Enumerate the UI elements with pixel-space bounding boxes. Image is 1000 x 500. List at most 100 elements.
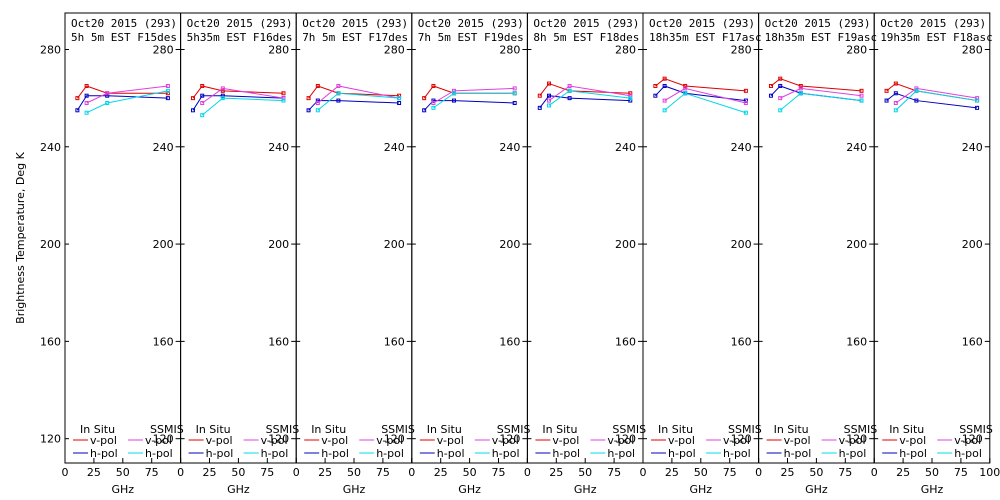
data-point-insitu_h [165, 96, 170, 101]
legend-ssmis-h-label: h-pol [145, 447, 173, 460]
panel-3: Oct20 2015 (293)7h 5m EST F17des 120 160 20… [293, 12, 415, 496]
panel-1: Oct20 2015 (293)5h 5m EST F15des 120 160 20… [40, 12, 184, 496]
panel-title-time: 5h35m EST F16des [187, 31, 293, 44]
data-point-insitu_v [893, 81, 898, 86]
y-tick-label: 200 [499, 238, 520, 251]
series-line-ssmis_v [86, 85, 168, 104]
data-point-ssmis_v [547, 98, 552, 103]
legend-ssmis-h-label: h-pol [261, 447, 289, 460]
y-tick-label: 160 [268, 335, 289, 348]
x-tick-label: 50 [925, 466, 939, 479]
data-point-insitu_h [105, 93, 110, 98]
series-line-insitu_h [423, 100, 515, 111]
data-point-insitu_v [281, 91, 286, 96]
panel-title-date: Oct20 2015 (293) [533, 17, 639, 30]
y-tick-label: 240 [268, 141, 289, 154]
data-point-ssmis_h [567, 88, 572, 93]
y-tick-label: 280 [962, 43, 983, 56]
panel-title-time: 8h 5m EST F18des [533, 31, 639, 44]
y-axis-label: Brightness Temperature, Deg K [14, 151, 27, 323]
panel-title-time: 19h35m EST F18asc [880, 31, 993, 44]
y-tick-label: 280 [153, 43, 174, 56]
legend-ssmis-v-label: v-pol [261, 434, 288, 447]
x-axis-label: GHz [921, 483, 944, 496]
x-tick-label: 25 [318, 466, 332, 479]
legend-ssmis-v-label: v-pol [954, 434, 981, 447]
data-point-ssmis_v [220, 86, 225, 91]
legend-in-situ: In Situ [427, 423, 462, 436]
x-tick-label: 25 [203, 466, 217, 479]
x-tick-label: 50 [347, 466, 361, 479]
data-point-insitu_v [397, 93, 402, 98]
x-axis-label: GHz [805, 483, 828, 496]
x-axis-label: GHz [227, 483, 250, 496]
data-point-insitu_v [884, 88, 889, 93]
data-point-ssmis_v [451, 88, 456, 93]
panel-5: Oct20 2015 (293)8h 5m EST F18des 120 160 20… [524, 12, 646, 496]
legend-insitu-h-label: h-pol [206, 447, 234, 460]
y-tick-label: 280 [268, 43, 289, 56]
data-point-ssmis_h [397, 96, 402, 101]
panel-title-date: Oct20 2015 (293) [71, 17, 177, 30]
legend-insitu-h-label: h-pol [321, 447, 349, 460]
data-point-ssmis_v [512, 86, 517, 91]
series-line-insitu_h [308, 100, 400, 111]
data-point-insitu_v [859, 88, 864, 93]
y-tick-label: 280 [731, 43, 752, 56]
data-point-ssmis_h [431, 105, 436, 110]
panel-title-time: 7h 5m EST F19des [418, 31, 524, 44]
legend-insitu-v-label: v-pol [437, 434, 464, 447]
data-point-insitu_v [798, 83, 803, 88]
y-tick-label: 200 [731, 238, 752, 251]
data-point-insitu_h [547, 93, 552, 98]
x-tick-label: 0 [640, 466, 647, 479]
legend-insitu-h-label: h-pol [90, 447, 118, 460]
y-tick-label: 280 [499, 43, 520, 56]
data-point-insitu_v [768, 83, 773, 88]
x-tick-label: 0 [871, 466, 878, 479]
data-point-insitu_h [84, 93, 89, 98]
panel-title-date: Oct20 2015 (293) [649, 17, 755, 30]
data-point-ssmis_v [798, 86, 803, 91]
data-point-ssmis_v [281, 96, 286, 101]
y-tick-label: 120 [846, 433, 867, 446]
panel-title-date: Oct20 2015 (293) [302, 17, 408, 30]
data-point-ssmis_v [336, 83, 341, 88]
series-line-insitu_v [655, 78, 746, 92]
data-point-insitu_h [893, 91, 898, 96]
data-point-ssmis_v [84, 101, 89, 105]
series-line-ssmis_h [201, 97, 284, 116]
series-line-insitu_h [655, 85, 746, 102]
y-tick-label: 240 [846, 141, 867, 154]
legend-ssmis-v-label: v-pol [145, 434, 172, 447]
legend-insitu-v-label: v-pol [668, 434, 695, 447]
legend-insitu-v-label: v-pol [321, 434, 348, 447]
x-tick-label: 50 [694, 466, 708, 479]
legend-in-situ: In Situ [80, 423, 115, 436]
x-tick-label: 75 [954, 466, 968, 479]
data-point-insitu_h [220, 93, 225, 98]
y-tick-label: 240 [384, 141, 405, 154]
legend-insitu-h-label: h-pol [899, 447, 927, 460]
series-line-ssmis_h [86, 90, 168, 114]
data-point-insitu_h [75, 108, 80, 113]
data-point-ssmis_v [628, 93, 633, 98]
series-line-ssmis_h [548, 90, 631, 106]
x-tick-label: 0 [524, 466, 531, 479]
data-point-ssmis_v [914, 86, 919, 91]
series-line-insitu_v [423, 85, 515, 99]
data-point-insitu_v [84, 83, 89, 88]
series-line-ssmis_h [779, 92, 862, 111]
panel-title-date: Oct20 2015 (293) [880, 17, 986, 30]
legend-ssmis: SSMIS [266, 423, 300, 436]
series-line-ssmis_v [664, 87, 747, 104]
data-point-ssmis_h [105, 101, 110, 105]
panel-title-date: Oct20 2015 (293) [187, 17, 293, 30]
y-tick-label: 120 [615, 433, 636, 446]
data-point-insitu_h [306, 108, 311, 113]
legend-ssmis-v-label: v-pol [723, 434, 750, 447]
y-tick-label: 280 [40, 43, 61, 56]
x-tick-label: 50 [809, 466, 823, 479]
data-point-insitu_h [778, 83, 783, 88]
panel-title-time: 7h 5m EST F17des [302, 31, 408, 44]
